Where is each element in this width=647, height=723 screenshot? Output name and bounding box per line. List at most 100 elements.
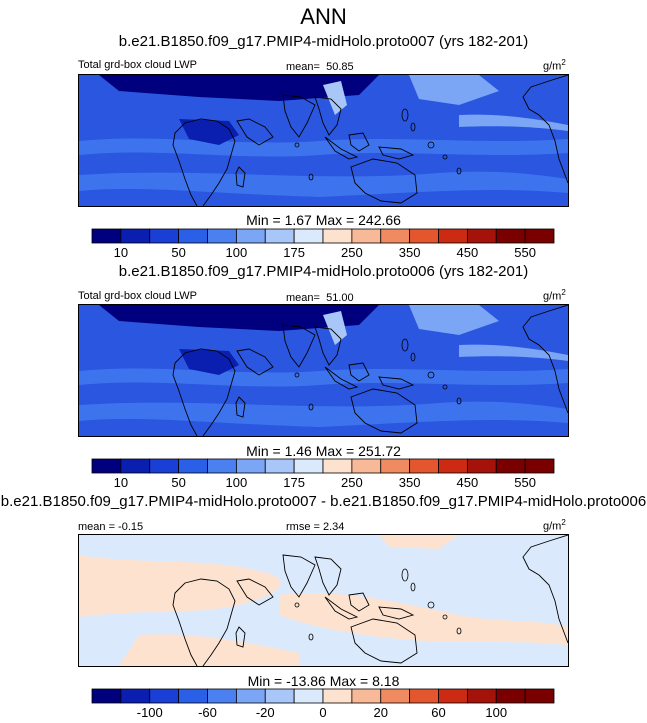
coastline <box>350 388 418 434</box>
panel1-mean-value: 50.85 <box>326 61 354 73</box>
colorbar-box <box>178 228 208 244</box>
panel1-tick-label: 10 <box>113 245 129 260</box>
panel3-colorbar-labels: -100 -60 -20 0 20 60 100 <box>92 705 554 721</box>
field-wet-region <box>323 311 347 345</box>
panel3-title: b.e21.B1850.f09_g17.PMIP4-midHolo.proto0… <box>0 493 647 510</box>
field-wet-region <box>409 75 499 105</box>
coastline <box>282 554 316 598</box>
island-outline <box>401 108 409 122</box>
coastline <box>324 596 359 620</box>
field-dry-region <box>99 305 379 331</box>
panel2-mean-label: mean= <box>286 292 320 304</box>
colorbar-box <box>380 458 411 474</box>
colorbar-box <box>149 688 180 704</box>
main-title: ANN <box>300 4 347 29</box>
panel1-title: b.e21.B1850.f09_g17.PMIP4-midHolo.proto0… <box>118 33 529 50</box>
coastline <box>324 136 359 160</box>
panel3-units: g/m2 <box>543 518 566 533</box>
panel2-colorbar-labels: 10 50 100 175 250 350 450 550 <box>92 475 554 491</box>
panel2-tick-label: 350 <box>398 475 421 490</box>
panel3-tick-label: -20 <box>255 705 275 720</box>
colorbar-box <box>207 688 237 704</box>
coastline <box>348 132 370 152</box>
panel1-mean: mean= 50.85 <box>286 61 354 73</box>
colorbar-box <box>524 228 555 244</box>
panel1-map <box>78 74 569 207</box>
panel1-tick-label: 175 <box>283 245 305 260</box>
coastline <box>324 366 359 390</box>
colorbar-box <box>466 458 497 474</box>
panel3-units-sup: 2 <box>561 518 566 527</box>
coastline <box>172 348 236 436</box>
colorbar-box <box>351 458 382 474</box>
colorbar-box <box>207 458 237 474</box>
island-outline <box>410 582 416 592</box>
panel2-variable-label: Total grd-box cloud LWP <box>78 290 198 302</box>
panel3-min-max: Min = -13.86 Max = 8.18 <box>247 673 400 689</box>
field-positive-region <box>379 535 459 549</box>
coastline <box>235 396 246 418</box>
coastline <box>378 376 415 390</box>
field-wet-region <box>323 81 347 115</box>
colorbar-box <box>120 688 151 704</box>
panel3-tick-label: 0 <box>319 705 327 720</box>
colorbar-box <box>322 688 353 704</box>
panel2-mean: mean= 51.00 <box>286 292 354 304</box>
panel2-units: g/m2 <box>543 288 566 303</box>
colorbar-box <box>178 458 208 474</box>
colorbar-box <box>438 458 468 474</box>
island-outline <box>401 568 409 582</box>
colorbar-box <box>495 688 526 704</box>
colorbar-box <box>293 688 324 704</box>
panel2-tick-label: 550 <box>514 475 536 490</box>
island-outline <box>442 154 448 160</box>
coastline <box>172 118 236 206</box>
island-outline <box>294 142 300 148</box>
coastline <box>348 592 370 612</box>
coastline <box>236 348 274 376</box>
island-outline <box>456 397 462 405</box>
colorbar-box <box>149 458 180 474</box>
colorbar-box <box>235 688 266 704</box>
coastline <box>348 362 370 382</box>
coastline <box>378 146 415 160</box>
colorbar-box <box>264 688 295 704</box>
field-band <box>79 171 568 197</box>
field-band <box>79 138 568 157</box>
island-outline <box>294 372 300 378</box>
panel2-units-text: g/m <box>543 290 562 303</box>
coastline <box>235 626 246 648</box>
island-outline <box>427 371 435 379</box>
panel3-tick-label: 60 <box>431 705 446 720</box>
colorbar-box <box>322 458 353 474</box>
field-band <box>79 401 568 427</box>
panel2-mean-value: 51.00 <box>326 292 354 304</box>
panel1-tick-label: 50 <box>171 245 186 260</box>
colorbar-box <box>293 228 324 244</box>
panel3-map <box>78 534 569 667</box>
panel3-colorbar <box>91 688 555 704</box>
panel1-variable-label: Total grd-box cloud LWP <box>78 59 198 71</box>
panel2-colorbar <box>91 458 555 474</box>
island-outline <box>308 173 314 181</box>
coastline <box>350 158 418 204</box>
panel1-colorbar-labels: 10 50 100 175 250 350 450 550 <box>92 245 554 261</box>
colorbar-box <box>409 458 439 474</box>
panel1-tick-label: 450 <box>456 245 479 260</box>
colorbar-box <box>235 228 266 244</box>
island-outline <box>427 601 435 609</box>
colorbar-box <box>120 228 151 244</box>
field-wet-region <box>409 305 499 335</box>
island-outline <box>410 122 416 132</box>
panel1-tick-label: 250 <box>341 245 363 260</box>
colorbar-box <box>351 228 382 244</box>
colorbar-box <box>466 688 497 704</box>
colorbar-box <box>120 458 151 474</box>
island-outline <box>427 141 435 149</box>
panel1-mean-label: mean= <box>286 61 320 73</box>
panel3-rmse: rmse = 2.34 <box>286 521 345 533</box>
panel2-min-max: Min = 1.46 Max = 251.72 <box>246 443 401 459</box>
colorbar-box <box>380 228 411 244</box>
field-positive-region <box>79 555 281 617</box>
panel3-tick-label: 100 <box>485 705 508 720</box>
